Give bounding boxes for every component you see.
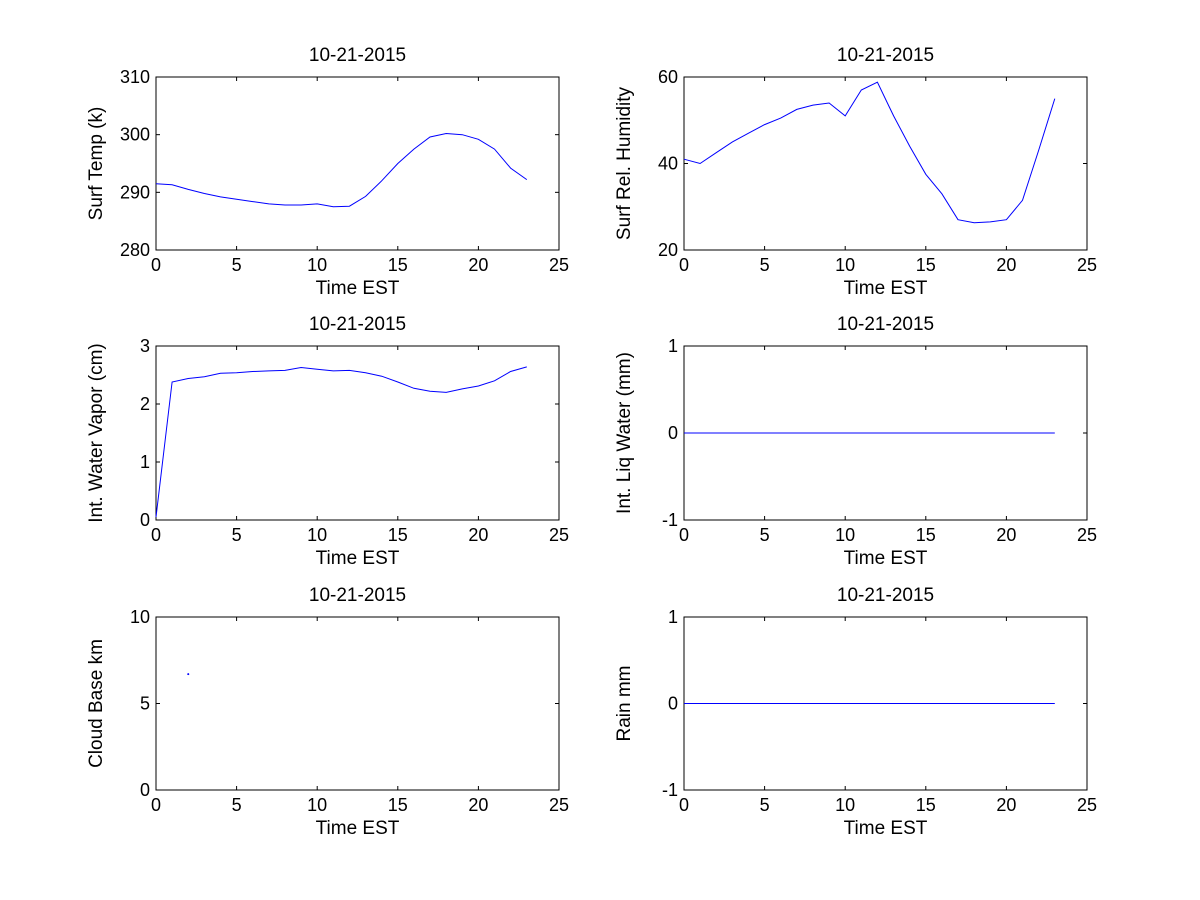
x-tick-label: 15 — [388, 525, 408, 545]
x-tick-label: 10 — [835, 795, 855, 815]
y-tick-label: 2 — [140, 394, 150, 414]
y-axis-label: Rain mm — [614, 665, 635, 741]
x-tick-label: 5 — [760, 525, 770, 545]
y-tick-label: 60 — [658, 67, 678, 87]
x-tick-label: 25 — [1077, 255, 1097, 275]
y-tick-label: 10 — [130, 607, 150, 627]
subplot-2: 0 5 10 15 20 25 20 40 60 10-21-2015 Time EST Surf R… — [614, 45, 1097, 299]
y-tick-label: 20 — [658, 240, 678, 260]
x-tick-label: 0 — [679, 795, 689, 815]
y-axis-label: Int. Liq Water (mm) — [614, 352, 635, 514]
x-tick-label: 20 — [996, 795, 1016, 815]
x-tick-label: 15 — [388, 795, 408, 815]
subplot-5: 0 5 10 15 20 25 0 5 10 10-21-2015 Time EST Cloud Ba… — [86, 585, 569, 839]
x-tick-label: 10 — [835, 255, 855, 275]
x-tick-label: 10 — [307, 525, 327, 545]
y-tick-label: 1 — [140, 452, 150, 472]
axes-box — [155, 616, 560, 791]
series-line — [155, 366, 527, 518]
y-tick-label: 5 — [140, 694, 150, 714]
y-tick-label: 280 — [120, 240, 150, 260]
y-tick-label: 0 — [140, 510, 150, 530]
y-tick-label: 1 — [668, 336, 678, 356]
x-tick-label: 0 — [151, 795, 161, 815]
axes-box — [155, 76, 560, 251]
y-tick-label: 290 — [120, 182, 150, 202]
x-tick-label: 15 — [916, 795, 936, 815]
x-tick-label: 5 — [232, 255, 242, 275]
axes-box — [155, 345, 560, 521]
y-axis-label: Cloud Base km — [86, 639, 107, 768]
x-tick-label: 20 — [468, 525, 488, 545]
x-axis-label: Time EST — [316, 818, 400, 839]
y-tick-label: 3 — [140, 336, 150, 356]
chart-title: 10-21-2015 — [837, 585, 934, 606]
x-tick-label: 20 — [468, 255, 488, 275]
x-axis-label: Time EST — [844, 278, 928, 299]
y-tick-label: 300 — [120, 125, 150, 145]
series-line — [683, 81, 1056, 224]
chart-title: 10-21-2015 — [309, 314, 406, 335]
y-tick-label: 0 — [140, 780, 150, 800]
chart-title: 10-21-2015 — [309, 45, 406, 66]
x-tick-label: 10 — [307, 795, 327, 815]
subplot-1: 0 5 10 15 20 25 280 290 300 310 10-21-2015 Time EST… — [86, 45, 569, 299]
x-tick-label: 25 — [1077, 795, 1097, 815]
x-tick-label: 0 — [151, 525, 161, 545]
chart-title: 10-21-2015 — [837, 314, 934, 335]
x-tick-label: 5 — [232, 795, 242, 815]
y-tick-label: 0 — [668, 694, 678, 714]
x-tick-label: 25 — [549, 255, 569, 275]
axes-box — [683, 76, 1088, 251]
y-tick-label: -1 — [662, 780, 678, 800]
x-tick-label: 25 — [549, 795, 569, 815]
x-tick-label: 10 — [835, 525, 855, 545]
x-tick-label: 20 — [468, 795, 488, 815]
y-tick-label: 0 — [668, 423, 678, 443]
x-tick-label: 10 — [307, 255, 327, 275]
x-tick-label: 5 — [760, 255, 770, 275]
y-axis-label: Surf Rel. Humidity — [614, 86, 635, 240]
chart-title: 10-21-2015 — [837, 45, 934, 66]
x-tick-label: 5 — [760, 795, 770, 815]
x-axis-label: Time EST — [316, 548, 400, 569]
series-line — [155, 132, 528, 208]
x-tick-label: 0 — [679, 525, 689, 545]
data-point — [187, 673, 190, 676]
y-tick-label: 40 — [658, 154, 678, 174]
y-axis-label: Surf Temp (k) — [86, 107, 107, 221]
y-tick-label: 1 — [668, 607, 678, 627]
x-tick-label: 5 — [232, 525, 242, 545]
x-tick-label: 20 — [996, 255, 1016, 275]
chart-title: 10-21-2015 — [309, 585, 406, 606]
x-tick-label: 15 — [388, 255, 408, 275]
x-axis-label: Time EST — [844, 818, 928, 839]
x-tick-label: 25 — [549, 525, 569, 545]
x-tick-label: 25 — [1077, 525, 1097, 545]
x-tick-label: 15 — [916, 525, 936, 545]
x-tick-label: 0 — [151, 255, 161, 275]
x-tick-label: 15 — [916, 255, 936, 275]
y-axis-label: Int. Water Vapor (cm) — [86, 343, 107, 522]
x-tick-label: 0 — [679, 255, 689, 275]
y-tick-label: 310 — [120, 67, 150, 87]
y-tick-label: -1 — [662, 510, 678, 530]
x-tick-label: 20 — [996, 525, 1016, 545]
x-axis-label: Time EST — [316, 278, 400, 299]
subplot-3: 0 5 10 15 20 25 0 1 2 3 10-21-2015 Time EST Int. Wat… — [86, 314, 569, 569]
x-axis-label: Time EST — [844, 548, 928, 569]
